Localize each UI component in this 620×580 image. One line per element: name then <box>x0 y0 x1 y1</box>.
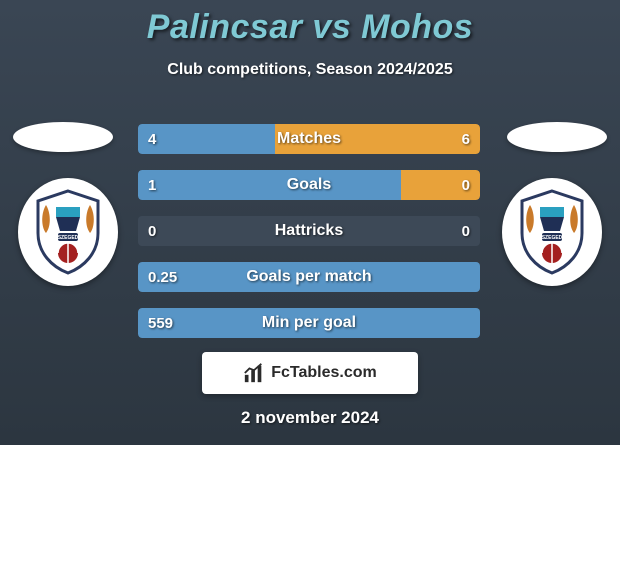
svg-text:SZEGED: SZEGED <box>542 235 563 241</box>
stat-value-left: 4 <box>148 124 156 154</box>
stat-bars: 46Matches10Goals00Hattricks0.25Goals per… <box>138 124 480 354</box>
stat-bar-left <box>138 124 275 154</box>
stat-value-left: 559 <box>148 308 173 338</box>
stat-value-right: 0 <box>462 170 470 200</box>
player-right-ellipse <box>507 122 607 152</box>
page-title: Palincsar vs Mohos <box>0 0 620 47</box>
comparison-hero: Palincsar vs Mohos Club competitions, Se… <box>0 0 620 445</box>
stat-bar-left <box>138 170 401 200</box>
stat-row: 0.25Goals per match <box>138 262 480 292</box>
stat-value-left: 1 <box>148 170 156 200</box>
stat-label: Hattricks <box>138 216 480 246</box>
stat-value-right: 6 <box>462 124 470 154</box>
svg-text:SZEGED: SZEGED <box>58 235 79 241</box>
stat-bar-left <box>138 308 480 338</box>
stat-value-left: 0.25 <box>148 262 177 292</box>
stat-value-left: 0 <box>148 216 156 246</box>
chart-icon <box>243 362 265 384</box>
player-left-ellipse <box>13 122 113 152</box>
crest-icon: SZEGED <box>512 187 592 277</box>
stat-bar-left <box>138 262 480 292</box>
club-crest-right: SZEGED <box>502 178 602 286</box>
stat-row: 46Matches <box>138 124 480 154</box>
stat-value-right: 0 <box>462 216 470 246</box>
club-crest-left: SZEGED <box>18 178 118 286</box>
attribution-text: FcTables.com <box>271 364 377 382</box>
crest-icon: SZEGED <box>28 187 108 277</box>
stat-row: 559Min per goal <box>138 308 480 338</box>
date-label: 2 november 2024 <box>0 408 620 428</box>
attribution-badge[interactable]: FcTables.com <box>202 352 418 394</box>
stat-row: 0 0Hattricks <box>138 216 480 246</box>
page-subtitle: Club competitions, Season 2024/2025 <box>0 61 620 79</box>
stat-row: 10Goals <box>138 170 480 200</box>
stat-bar-right <box>275 124 480 154</box>
